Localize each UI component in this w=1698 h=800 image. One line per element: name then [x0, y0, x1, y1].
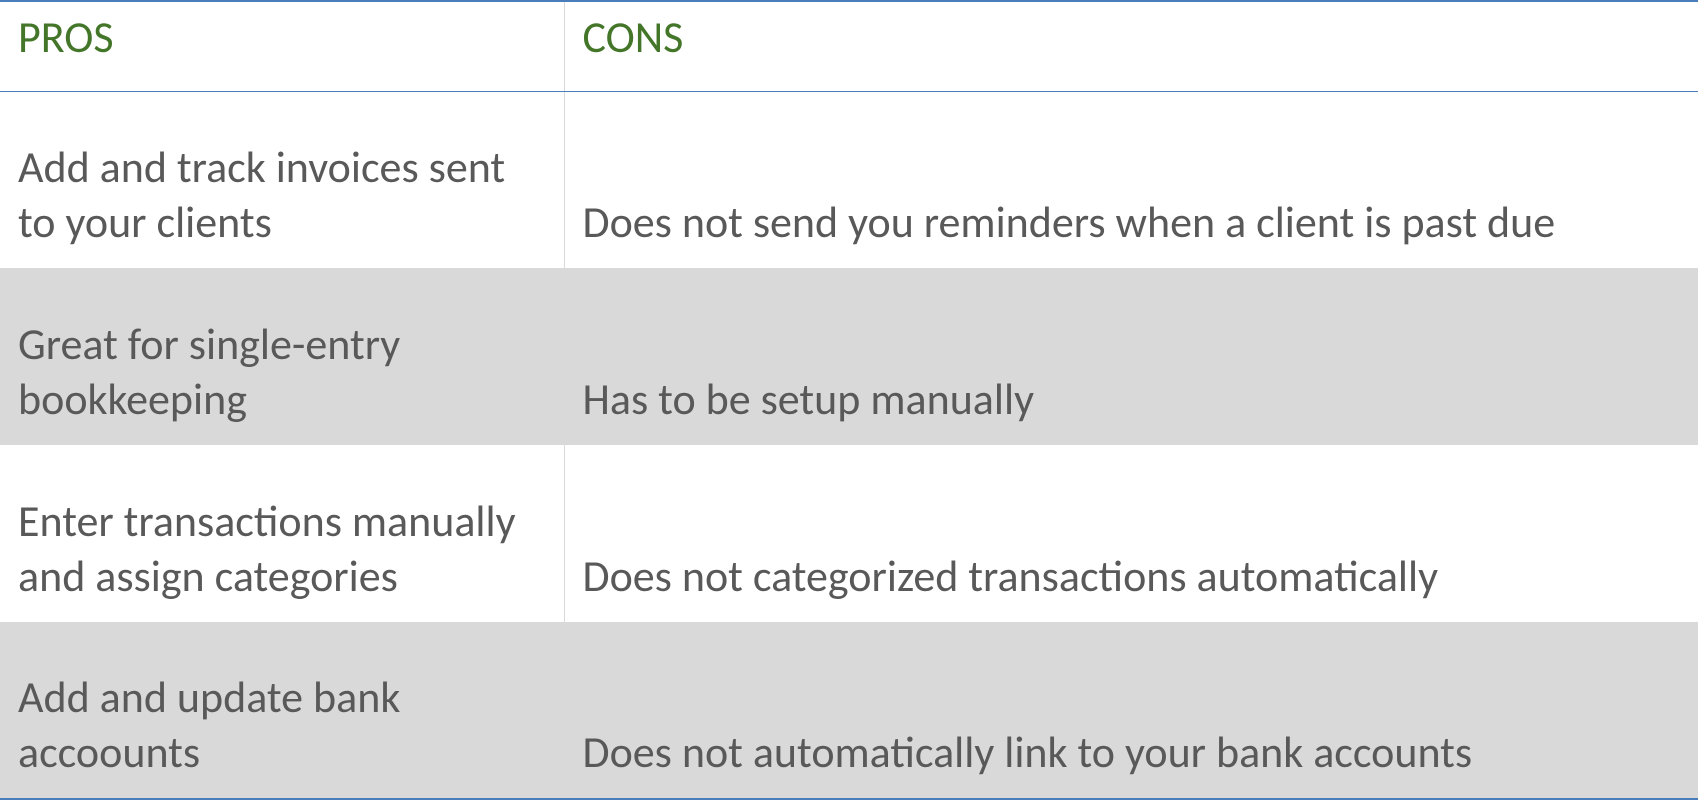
cell-cons: Has to be setup manually	[564, 268, 1698, 445]
cell-pros: Enter transactions manually and assign c…	[0, 445, 564, 622]
cell-cons: Does not send you reminders when a clien…	[564, 91, 1698, 268]
cell-pros: Great for single-entry bookkeeping	[0, 268, 564, 445]
column-header-pros: PROS	[0, 1, 564, 91]
table-row: Add and track invoices sent to your clie…	[0, 91, 1698, 268]
table-header-row: PROS CONS	[0, 1, 1698, 91]
table-row: Enter transactions manually and assign c…	[0, 445, 1698, 622]
cell-cons: Does not categorized transactions automa…	[564, 445, 1698, 622]
pros-cons-table-wrap: PROS CONS Add and track invoices sent to…	[0, 0, 1698, 800]
pros-cons-table: PROS CONS Add and track invoices sent to…	[0, 0, 1698, 800]
column-header-cons: CONS	[564, 1, 1698, 91]
table-row: Great for single-entry bookkeeping Has t…	[0, 268, 1698, 445]
table-row: Add and update bank accoounts Does not a…	[0, 622, 1698, 799]
cell-pros: Add and track invoices sent to your clie…	[0, 91, 564, 268]
cell-cons: Does not automatically link to your bank…	[564, 622, 1698, 799]
cell-pros: Add and update bank accoounts	[0, 622, 564, 799]
